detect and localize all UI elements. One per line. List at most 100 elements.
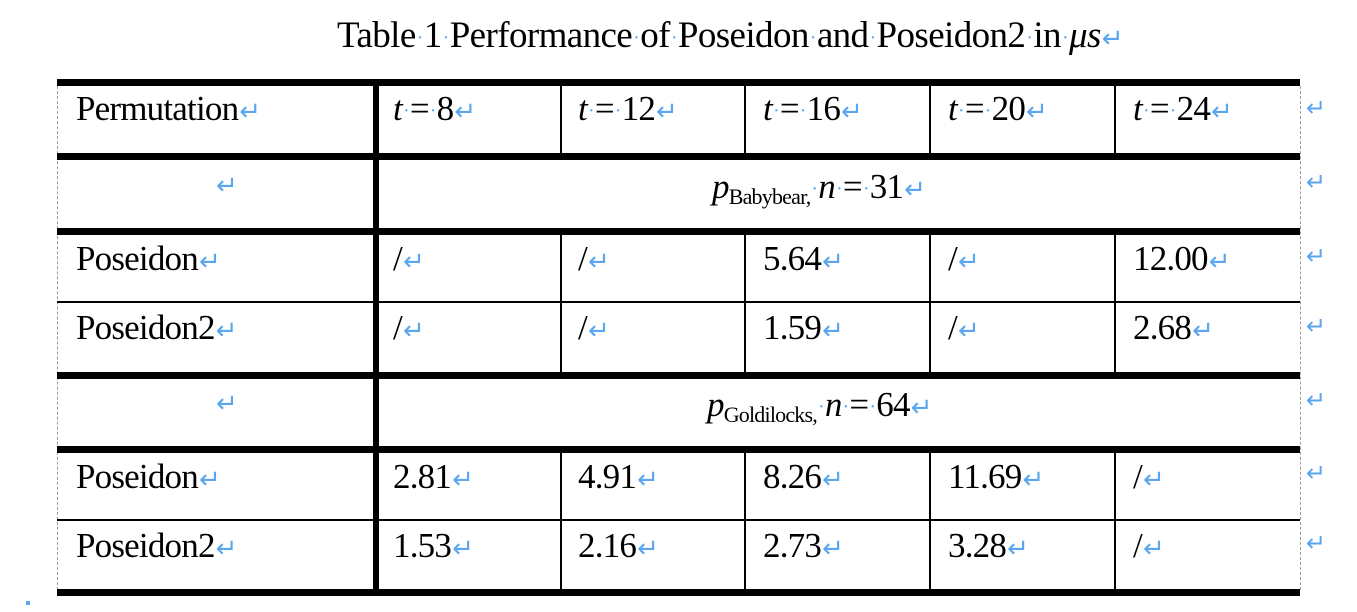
return-mark-icon: ↵ xyxy=(239,97,261,127)
return-mark-icon: ↵ xyxy=(452,465,474,495)
table-cell: 5.64↵ xyxy=(763,239,844,278)
return-mark-icon: ↵ xyxy=(215,534,238,564)
table-cell: /↵ xyxy=(948,308,980,347)
table-cell: 2.81↵ xyxy=(393,457,474,496)
row-label: Poseidon↵ xyxy=(76,239,221,278)
table-cell: 2.68↵ xyxy=(1133,308,1214,347)
space-mark: · xyxy=(416,27,424,50)
return-mark-icon: ↵ xyxy=(1192,316,1214,346)
row-label: Poseidon2↵ xyxy=(76,308,237,347)
table-cell: 8.26↵ xyxy=(763,457,844,496)
space-mark: · xyxy=(1061,27,1069,50)
caption-word: and xyxy=(816,15,869,56)
rule-col xyxy=(1114,232,1116,374)
return-mark-icon: ↵ xyxy=(1142,465,1165,495)
return-mark-icon: ↵ xyxy=(822,316,844,346)
return-mark-icon: ↵ xyxy=(1026,97,1048,127)
return-mark-icon: ↵ xyxy=(216,389,238,419)
table-caption: Table·1·Performance·of·Poseidon·and·Pose… xyxy=(0,14,1357,57)
space-mark: · xyxy=(670,27,678,50)
caption-word: 1 xyxy=(423,15,443,56)
space-mark: · xyxy=(869,27,876,50)
rule-col xyxy=(1114,450,1116,592)
caption-unit: μs xyxy=(1069,15,1101,56)
paragraph-mark xyxy=(26,601,30,605)
return-mark-icon: ↵ xyxy=(637,534,659,564)
return-mark-icon: ↵ xyxy=(1211,97,1233,127)
table-cell: 3.28↵ xyxy=(948,526,1029,565)
return-mark-icon: ↵ xyxy=(656,97,678,127)
section2-field-label: pGoldilocks,·n·=·64↵ xyxy=(707,385,933,427)
caption-word: in xyxy=(1033,15,1061,56)
rule-section2-header-bottom xyxy=(57,446,1300,453)
return-mark-icon: ↵ xyxy=(1007,534,1029,564)
table-cell: /↵ xyxy=(578,239,610,278)
return-mark-icon: ↵ xyxy=(1101,24,1124,54)
row-end-mark-icon: ↵ xyxy=(1306,94,1327,122)
header-permutation: Permutation↵ xyxy=(76,89,261,128)
rule-header-bottom xyxy=(57,153,1300,160)
table-cell: /↵ xyxy=(1133,526,1165,565)
return-mark-icon: ↵ xyxy=(587,316,610,346)
rule-col xyxy=(929,79,931,157)
rule-row xyxy=(57,519,1300,521)
space-mark: · xyxy=(442,27,450,50)
section2-label-empty: ↵ xyxy=(215,381,238,421)
row-end-mark-icon: ↵ xyxy=(1306,459,1327,487)
table-right-dashed-border xyxy=(1300,86,1301,590)
rule-col xyxy=(560,450,562,592)
return-mark-icon: ↵ xyxy=(216,171,238,201)
table-cell: 11.69↵ xyxy=(948,457,1044,496)
row-end-mark-icon: ↵ xyxy=(1306,242,1327,270)
table-cell: 1.59↵ xyxy=(763,308,844,347)
return-mark-icon: ↵ xyxy=(1022,465,1044,495)
table-left-dashed-border xyxy=(57,86,58,590)
rule-bottom xyxy=(57,589,1300,596)
rule-col xyxy=(929,450,931,592)
caption-word: Table xyxy=(337,15,416,56)
space-mark: · xyxy=(809,27,817,50)
table-cell: 4.91↵ xyxy=(578,457,659,496)
caption-word: of xyxy=(640,15,670,56)
row-end-mark-icon: ↵ xyxy=(1306,386,1327,414)
caption-word: Poseidon2 xyxy=(876,15,1026,56)
return-mark-icon: ↵ xyxy=(904,175,926,205)
header-t-8: t·=·8↵ xyxy=(393,89,476,128)
return-mark-icon: ↵ xyxy=(198,465,221,495)
return-mark-icon: ↵ xyxy=(910,393,933,423)
header-t-12: t·=·12↵ xyxy=(578,89,678,128)
return-mark-icon: ↵ xyxy=(822,534,844,564)
space-mark: · xyxy=(1026,27,1033,50)
rule-col xyxy=(1114,79,1116,157)
space-mark: · xyxy=(633,27,640,50)
return-mark-icon: ↵ xyxy=(822,465,844,495)
row-label: Poseidon↵ xyxy=(76,457,221,496)
return-mark-icon: ↵ xyxy=(198,247,221,277)
return-mark-icon: ↵ xyxy=(841,97,863,127)
rule-col xyxy=(744,232,746,374)
rule-section2-top xyxy=(57,372,1300,379)
table-cell: /↵ xyxy=(393,239,425,278)
caption-word: Poseidon xyxy=(677,15,809,56)
table-cell: /↵ xyxy=(578,308,610,347)
rule-col xyxy=(560,79,562,157)
section1-field-label: pBabybear,·n·=·31↵ xyxy=(712,167,926,209)
rule-top xyxy=(57,79,1300,86)
header-t-20: t·=·20↵ xyxy=(948,89,1048,128)
return-mark-icon: ↵ xyxy=(822,247,844,277)
table-cell: 12.00↵ xyxy=(1133,239,1231,278)
rule-label-column xyxy=(373,79,379,596)
row-end-mark-icon: ↵ xyxy=(1306,529,1327,557)
return-mark-icon: ↵ xyxy=(637,465,659,495)
rule-col xyxy=(744,450,746,592)
row-label: Poseidon2↵ xyxy=(76,526,238,565)
header-t-24: t·=·24↵ xyxy=(1133,89,1233,128)
table-cell: 1.53↵ xyxy=(393,526,474,565)
caption-word: Performance xyxy=(449,15,633,56)
table-cell: /↵ xyxy=(1133,457,1165,496)
return-mark-icon: ↵ xyxy=(452,534,474,564)
rule-row xyxy=(57,301,1300,303)
performance-table: Permutation↵ t·=·8↵ t·=·12↵ t·=·16↵ t·=·… xyxy=(57,79,1300,596)
table-cell: 2.73↵ xyxy=(763,526,844,565)
return-mark-icon: ↵ xyxy=(1142,534,1165,564)
